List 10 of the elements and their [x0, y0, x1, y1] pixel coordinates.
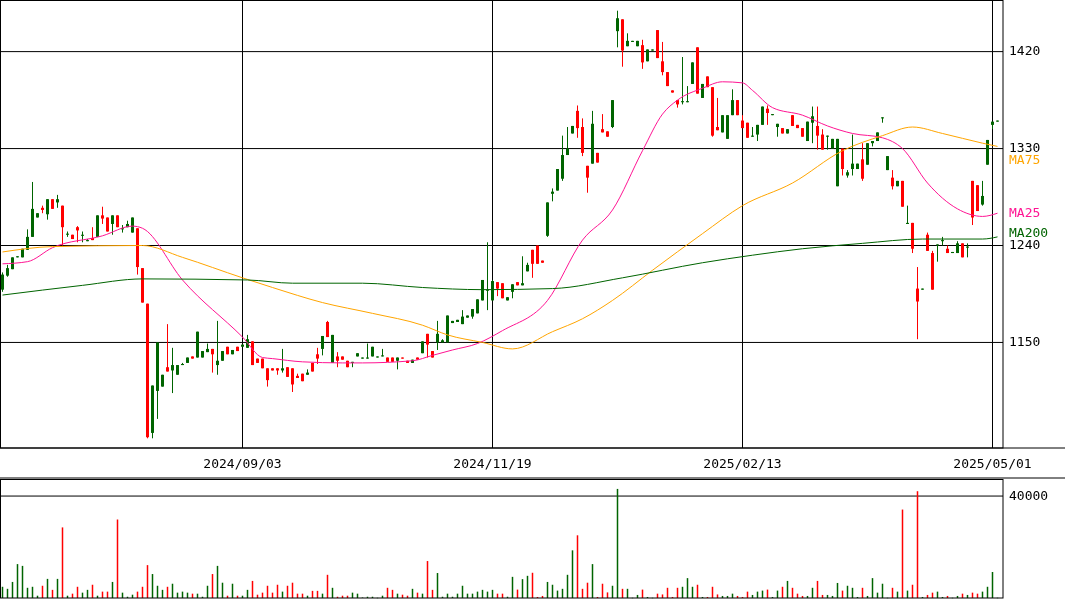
x-tick-label: 2025/05/01 — [953, 456, 1032, 471]
x-tick-label: 2025/02/13 — [703, 456, 782, 471]
x-tick-label: 2024/11/19 — [453, 456, 532, 471]
series-label: MA200 — [1009, 225, 1049, 240]
y-tick-label: 1420 — [1009, 43, 1041, 59]
x-tick-label: 2024/09/03 — [203, 456, 282, 471]
y-tick-label: 40000 — [1009, 487, 1049, 503]
y-tick-label: 1150 — [1009, 333, 1041, 349]
y-tick-label: 1240 — [1009, 237, 1041, 252]
series-label: MA25 — [1009, 204, 1041, 220]
